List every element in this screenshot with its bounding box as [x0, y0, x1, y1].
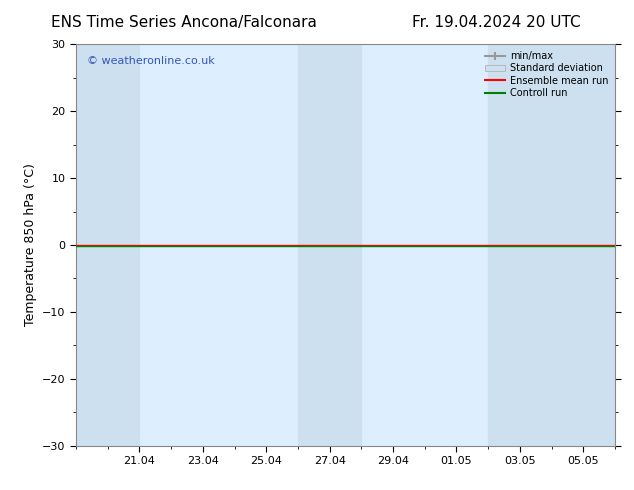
Text: Fr. 19.04.2024 20 UTC: Fr. 19.04.2024 20 UTC	[412, 15, 581, 30]
Bar	[488, 44, 615, 446]
Y-axis label: Temperature 850 hPa (°C): Temperature 850 hPa (°C)	[23, 164, 37, 326]
Text: ENS Time Series Ancona/Falconara: ENS Time Series Ancona/Falconara	[51, 15, 316, 30]
Legend: min/max, Standard deviation, Ensemble mean run, Controll run: min/max, Standard deviation, Ensemble me…	[483, 49, 610, 100]
Text: © weatheronline.co.uk: © weatheronline.co.uk	[87, 56, 214, 66]
Bar	[298, 44, 361, 446]
Bar	[76, 44, 139, 446]
